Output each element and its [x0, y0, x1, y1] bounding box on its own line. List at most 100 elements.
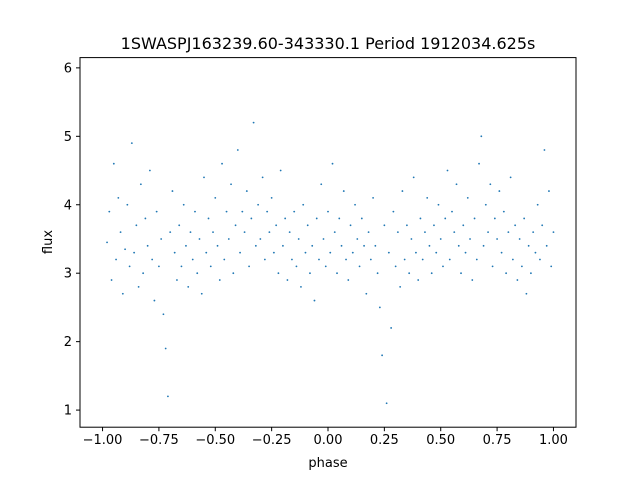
data-point: [212, 231, 214, 234]
data-point: [302, 203, 305, 206]
data-point: [115, 258, 117, 261]
data-point: [487, 231, 489, 234]
x-tick-label: 0.25: [370, 433, 399, 448]
data-point: [435, 251, 438, 254]
data-point: [146, 244, 149, 247]
data-point: [254, 244, 257, 247]
data-point: [401, 190, 404, 192]
x-tick-label: 1.00: [539, 433, 568, 448]
data-point: [385, 402, 388, 405]
data-point: [548, 190, 550, 192]
x-axis-label: phase: [308, 456, 347, 471]
data-point: [482, 244, 485, 247]
data-point: [419, 217, 422, 220]
chart-title: 1SWASPJ163239.60-343330.1 Period 1912034…: [121, 34, 536, 53]
data-point: [106, 241, 108, 244]
data-point: [356, 238, 359, 240]
data-point: [126, 203, 129, 206]
data-point: [171, 190, 174, 192]
data-point: [336, 272, 338, 275]
data-point: [144, 217, 147, 220]
data-point: [496, 238, 498, 240]
data-point: [491, 265, 494, 268]
data-point: [151, 258, 154, 261]
data-point: [403, 258, 406, 261]
data-point: [392, 210, 395, 213]
data-point: [313, 299, 316, 302]
data-point: [444, 217, 447, 220]
data-point: [381, 354, 384, 357]
data-point: [277, 272, 280, 275]
data-point: [169, 231, 172, 234]
data-point: [259, 238, 262, 240]
x-tick-label: 0.00: [314, 433, 343, 448]
data-point: [108, 210, 111, 213]
y-tick-label: 6: [64, 61, 72, 76]
data-point: [480, 135, 483, 138]
data-point: [252, 121, 255, 124]
data-point: [358, 265, 361, 268]
data-point: [300, 285, 302, 288]
data-point: [225, 210, 228, 213]
data-point: [469, 238, 471, 240]
data-point: [475, 258, 478, 261]
data-point: [130, 142, 133, 145]
data-point: [173, 251, 176, 254]
data-point: [516, 279, 519, 281]
data-point: [218, 279, 221, 281]
data-point: [155, 210, 158, 213]
data-point: [318, 258, 320, 261]
y-tick-label: 4: [64, 198, 72, 213]
x-tick-label: −0.50: [195, 433, 235, 448]
data-point: [148, 169, 151, 172]
data-point: [162, 313, 165, 316]
data-point: [180, 265, 183, 268]
data-point: [295, 265, 298, 268]
data-point: [112, 162, 115, 165]
data-point: [539, 258, 541, 261]
data-point: [266, 210, 269, 213]
data-point: [532, 231, 535, 234]
data-point: [376, 272, 379, 275]
data-point: [200, 292, 203, 295]
data-point: [124, 248, 126, 251]
data-point: [374, 244, 377, 247]
y-tick-label: 2: [64, 335, 72, 350]
x-tick-label: −0.75: [139, 433, 179, 448]
data-point: [430, 272, 433, 275]
data-point: [189, 231, 192, 234]
x-tick-label: 0.50: [426, 433, 455, 448]
data-point: [205, 251, 208, 254]
data-point: [194, 210, 196, 213]
data-point: [324, 265, 327, 268]
data-point: [261, 176, 264, 179]
data-point: [191, 258, 194, 261]
data-point: [354, 203, 356, 206]
data-point: [520, 265, 523, 268]
data-point: [333, 231, 336, 234]
data-point: [478, 162, 480, 165]
data-point: [518, 238, 521, 240]
data-point: [288, 231, 291, 234]
data-point: [502, 210, 505, 213]
data-point: [297, 238, 300, 240]
x-tick-label: −1.00: [83, 433, 123, 448]
data-point: [214, 197, 217, 199]
data-point: [365, 292, 368, 295]
data-point: [209, 265, 212, 268]
data-point: [241, 210, 244, 213]
data-point: [351, 251, 354, 254]
data-point: [275, 224, 278, 227]
data-point: [464, 251, 467, 254]
data-point: [245, 190, 248, 192]
data-point: [279, 169, 282, 172]
data-points: [106, 121, 555, 405]
data-point: [185, 244, 187, 247]
data-point: [439, 238, 442, 240]
data-point: [451, 210, 453, 213]
data-point: [327, 210, 329, 213]
data-point: [282, 244, 284, 247]
data-point: [514, 224, 517, 227]
data-point: [167, 395, 169, 398]
